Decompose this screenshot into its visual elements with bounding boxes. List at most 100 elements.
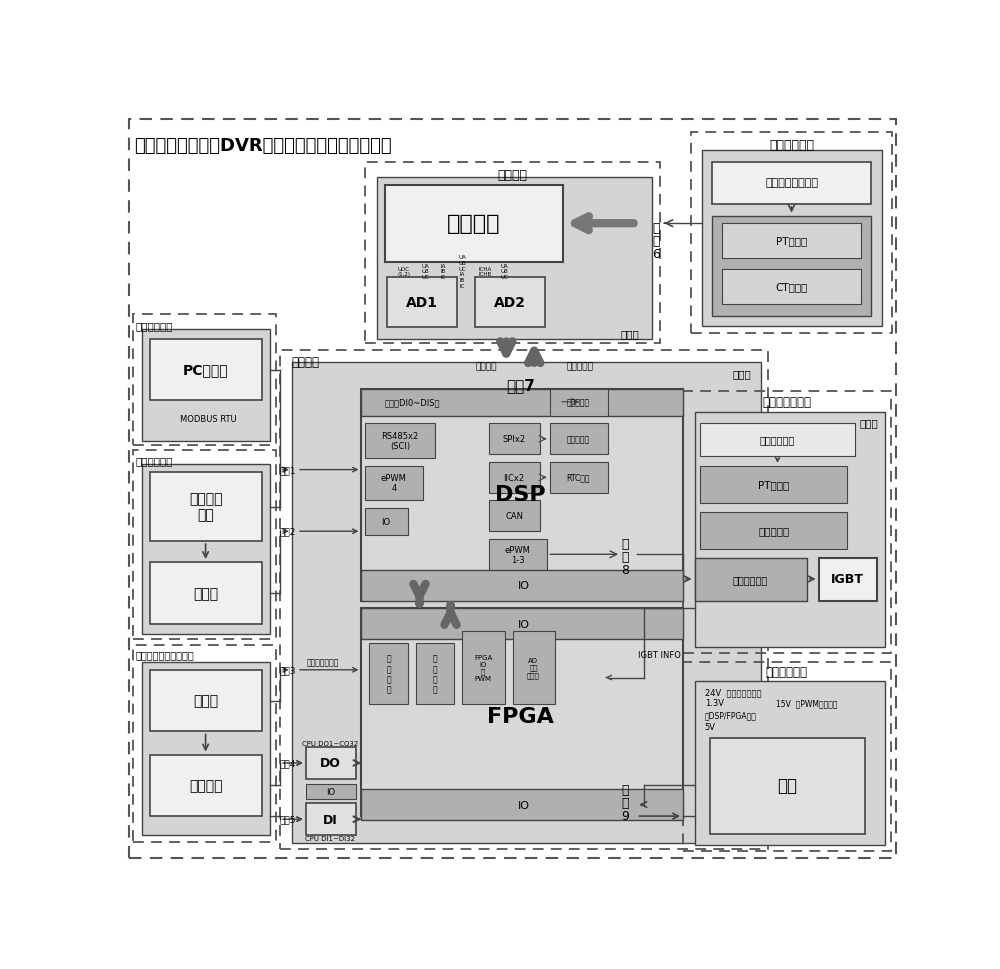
Text: 充电板: 充电板 [193,586,218,600]
Text: AD1: AD1 [406,296,438,309]
Text: UA
UB
UC
IA
IB
IC: UA UB UC IA IB IC [458,255,466,289]
Text: DSP: DSP [495,484,546,505]
Text: 霍尔传感器: 霍尔传感器 [758,526,789,536]
Text: 9: 9 [621,809,629,822]
Bar [695,681,885,845]
Text: 接口7: 接口7 [506,378,535,393]
Text: 开关组合: 开关组合 [189,778,222,793]
Bar [150,755,262,816]
Bar [361,790,683,820]
Bar [387,278,457,328]
Text: 1.3V: 1.3V [705,699,724,707]
Bar [489,424,540,454]
Text: PC上位机: PC上位机 [183,363,228,377]
Text: ePWM
4: ePWM 4 [381,474,407,493]
Text: FPGA
IO
与
PWM: FPGA IO 与 PWM [474,654,492,681]
Text: 控制与状态: 控制与状态 [567,361,594,371]
Text: 晶闸管: 晶闸管 [193,694,218,708]
Text: RTC时钟: RTC时钟 [567,473,590,483]
Text: DO: DO [320,757,341,769]
Bar [150,473,262,542]
Bar [150,671,262,732]
Bar [361,570,683,601]
Text: 接口1: 接口1 [279,466,296,475]
Text: 6: 6 [652,247,660,261]
Bar [691,133,892,333]
Bar [819,558,877,601]
Bar [133,315,276,446]
Text: 动态电压恢复器（DVR）控制系统整机模块结构图: 动态电压恢复器（DVR）控制系统整机模块结构图 [134,137,392,154]
Bar [280,351,768,850]
Text: IO: IO [382,517,391,526]
Text: 接: 接 [652,221,660,234]
Text: IA
IB
IC: IA IB IC [440,264,445,280]
Text: 超容充电模块: 超容充电模块 [136,455,173,466]
Text: 接: 接 [621,538,629,550]
Bar [292,362,761,843]
Bar [489,540,547,570]
Text: CPU DI1~DI32: CPU DI1~DI32 [305,835,355,841]
Bar [489,462,540,493]
Text: 接口5: 接口5 [279,815,296,824]
Text: 接口4: 接口4 [279,759,296,767]
Text: 口: 口 [621,550,629,564]
Text: 电源: 电源 [778,776,798,795]
Text: IO: IO [518,619,530,629]
Text: DI: DI [323,813,338,826]
Text: IGBT INFO: IGBT INFO [638,650,681,659]
Bar [683,663,891,851]
Bar [361,390,683,601]
Text: 参数存储器: 参数存储器 [567,435,590,444]
Bar [306,784,356,799]
Text: CPU DO1~CO32: CPU DO1~CO32 [302,740,358,746]
Text: 输出电压电流: 输出电压电流 [760,435,795,445]
Bar [702,151,882,327]
Bar [512,632,555,704]
Bar [695,558,807,601]
Text: 并口（DI0~DIS）: 并口（DI0~DIS） [385,398,440,407]
Text: 地
址
映
射: 地 址 映 射 [386,654,391,694]
Text: 口: 口 [652,234,660,247]
Text: 供DSP/FPGA使用: 供DSP/FPGA使用 [705,710,757,719]
Bar [150,339,262,401]
Text: AD
控制
与状态: AD 控制 与状态 [527,657,540,678]
Bar [142,330,270,442]
Text: IGBT: IGBT [831,573,864,586]
Text: 数
值
积
分: 数 值 积 分 [433,654,437,694]
Text: 电网输入模块: 电网输入模块 [769,139,814,152]
Text: UDC
(1,2): UDC (1,2) [398,266,411,277]
Text: 采样处理: 采样处理 [447,214,501,234]
Bar [700,513,847,549]
Bar [722,270,861,304]
Bar [710,737,865,834]
Bar [365,509,408,536]
Text: 24V  供开关电路使用: 24V 供开关电路使用 [705,687,761,696]
Text: 超容管理
系统: 超容管理 系统 [189,492,222,522]
Text: CAN: CAN [505,512,523,520]
Text: SPIx2: SPIx2 [502,435,526,444]
Text: 8: 8 [621,564,629,577]
Text: 晶闸管触发信号: 晶闸管触发信号 [306,658,339,667]
Text: 电源供电模块: 电源供电模块 [766,665,808,678]
Text: 采样模块: 采样模块 [498,169,528,182]
Bar [361,609,683,816]
Bar [550,390,608,417]
Text: 逆变器输出模块: 逆变器输出模块 [762,396,811,409]
Text: 5V: 5V [705,722,716,731]
Bar [150,562,262,624]
Bar [369,643,408,704]
Bar [416,643,454,704]
Bar [712,163,871,204]
Text: 接口3: 接口3 [279,666,296,674]
Text: 触发映射: 触发映射 [476,361,497,371]
Bar [550,424,608,454]
Text: IO: IO [326,787,335,797]
Bar [462,632,505,704]
Bar [550,462,608,493]
Bar [306,803,356,835]
Bar [695,413,885,647]
Bar [712,216,871,316]
Bar [133,451,276,640]
Text: PT传感器: PT传感器 [776,235,807,246]
Text: RS485x2
(SCI): RS485x2 (SCI) [382,431,419,451]
